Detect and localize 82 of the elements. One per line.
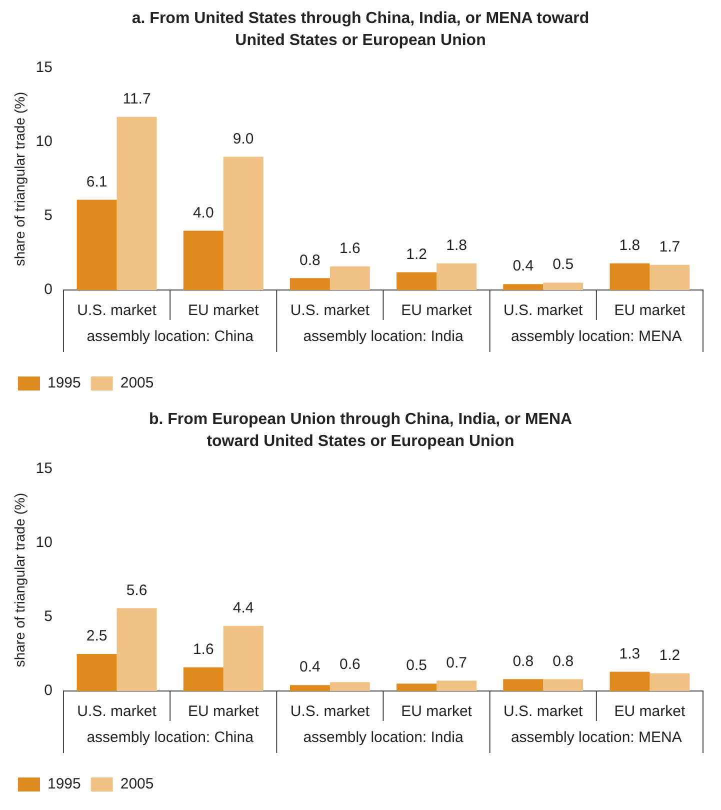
bar <box>436 680 477 691</box>
text: assembly location: MENA <box>510 328 682 346</box>
legend-label: 2005 <box>120 374 154 392</box>
bar <box>116 608 157 691</box>
chart-title: a. From United States through China, India, or MENA toward United States or European Union <box>130 9 590 51</box>
bar <box>543 679 584 691</box>
bar <box>183 667 224 691</box>
x-tick-label: EU market <box>188 703 260 720</box>
data-label: 4.0 <box>192 204 214 222</box>
data-label: 0.5 <box>552 256 574 274</box>
bar <box>76 200 117 290</box>
x-tick-label: U.S. market <box>77 302 158 320</box>
data-label: 4.4 <box>232 600 254 617</box>
y-tick-label: 0 <box>44 682 52 700</box>
y-axis-title: share of triangular trade (%) <box>11 492 28 668</box>
bar <box>290 278 330 290</box>
bar <box>610 672 650 691</box>
bar <box>543 282 584 290</box>
text: assembly location: China <box>86 328 254 346</box>
text: assembly location: India <box>303 328 464 346</box>
data-label: 0.6 <box>340 656 360 673</box>
data-label: 0.7 <box>446 654 467 672</box>
y-tick-label: 15 <box>36 59 52 76</box>
data-label: 1.7 <box>659 238 680 256</box>
bar <box>223 156 264 290</box>
data-label: 0.5 <box>406 657 427 674</box>
y-tick-label: 5 <box>44 608 52 626</box>
data-label: 0.4 <box>300 658 320 676</box>
data-label: 1.2 <box>659 646 680 664</box>
x-tick-label: U.S. market <box>290 302 370 320</box>
data-label: 0.8 <box>552 652 574 670</box>
bar <box>290 685 330 691</box>
text: assembly location: China <box>86 729 254 746</box>
x-tick-label: EU market <box>188 302 260 320</box>
data-label: 5.6 <box>126 582 148 599</box>
data-label: 1.2 <box>406 246 427 263</box>
x-tick-label: U.S. market <box>504 703 584 720</box>
bar <box>650 673 690 691</box>
x-tick-label: U.S. market <box>290 703 370 720</box>
bar <box>610 263 650 290</box>
bar <box>396 684 437 691</box>
text: assembly location: India <box>303 729 464 746</box>
bar <box>396 272 437 290</box>
y-tick-label: 10 <box>36 133 52 150</box>
x-tick-label: EU market <box>614 302 686 320</box>
bar <box>183 230 224 290</box>
x-tick-label: EU market <box>401 302 473 320</box>
y-tick-label: 10 <box>36 534 52 552</box>
data-label: 2.5 <box>86 628 108 645</box>
data-label: 11.7 <box>122 90 151 108</box>
x-tick-label: EU market <box>614 703 686 720</box>
legend-label: 1995 <box>48 776 81 793</box>
x-tick-label: U.S. market <box>504 302 584 320</box>
data-label: 0.4 <box>512 258 534 275</box>
text: assembly location: MENA <box>510 729 682 746</box>
legend-label: 1995 <box>48 374 81 392</box>
bar <box>76 654 117 691</box>
bar <box>503 284 544 290</box>
data-label: 0.8 <box>512 652 534 670</box>
data-label: 1.3 <box>619 645 640 662</box>
legend-label: 2005 <box>120 776 154 793</box>
bar <box>116 116 157 290</box>
y-tick-label: 5 <box>44 207 52 224</box>
x-tick-label: EU market <box>401 703 473 720</box>
bar <box>650 264 690 290</box>
data-label: 1.6 <box>192 640 214 658</box>
x-tick-label: U.S. market <box>77 703 158 720</box>
bar <box>436 263 477 290</box>
bar <box>223 626 264 691</box>
data-label: 1.6 <box>340 240 360 257</box>
y-axis-title: share of triangular trade (%) <box>11 92 28 266</box>
bar <box>330 682 370 691</box>
data-label: 1.8 <box>619 237 640 254</box>
data-label: 1.8 <box>446 237 467 254</box>
data-label: 0.8 <box>300 252 320 269</box>
bar <box>503 679 544 691</box>
bar <box>330 266 370 290</box>
y-tick-label: 0 <box>44 281 52 298</box>
data-label: 6.1 <box>86 173 108 190</box>
data-label: 9.0 <box>232 130 254 148</box>
chart-title: b. From European Union through China, India, or MENA toward United States or European Union <box>148 410 574 452</box>
y-tick-label: 15 <box>36 460 52 478</box>
